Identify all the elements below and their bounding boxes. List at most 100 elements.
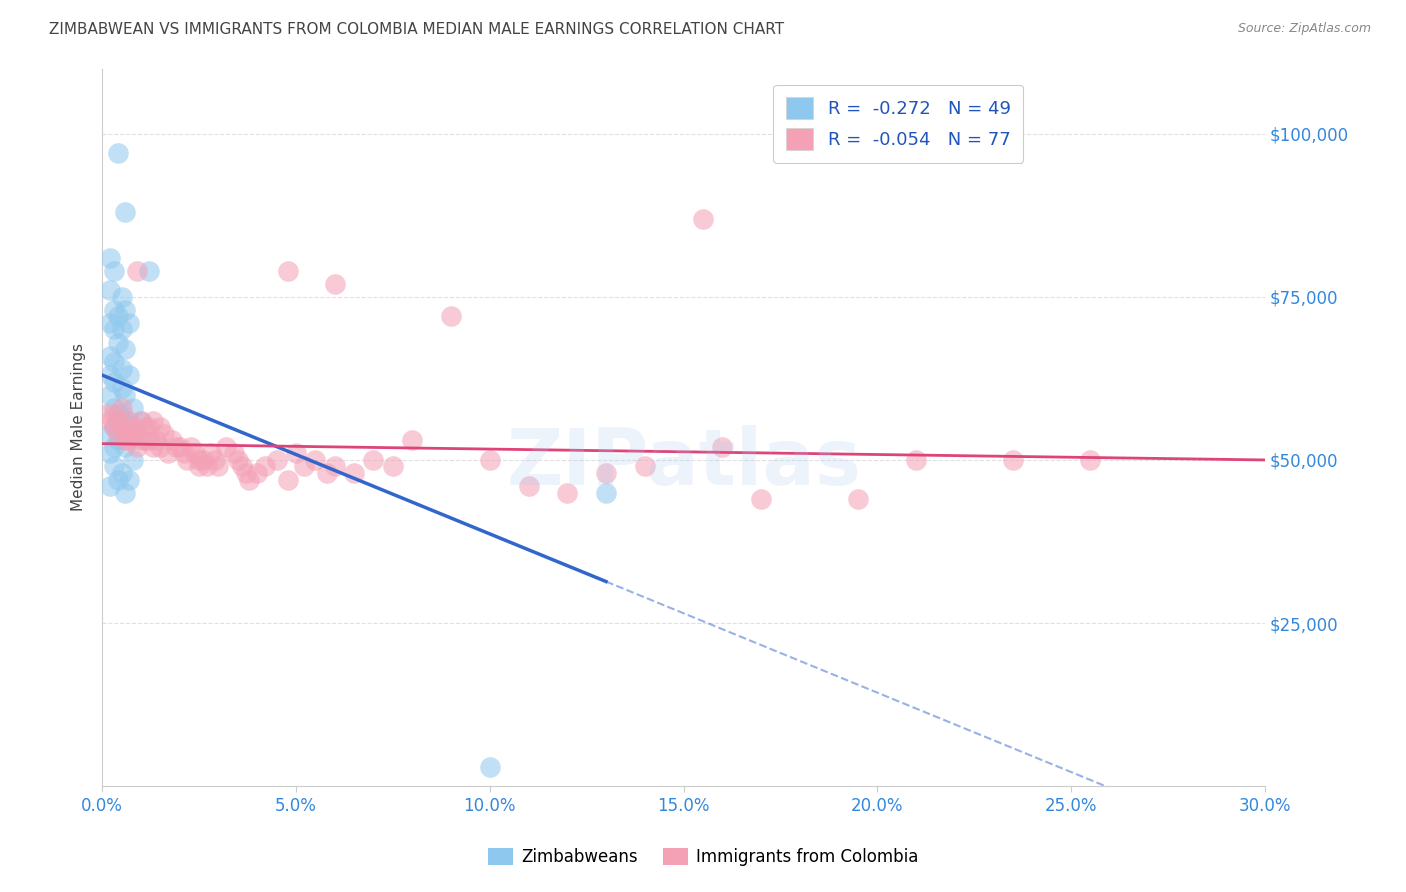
Point [114, 434, 136, 448]
Point [110, 361, 132, 376]
Point [149, 440, 172, 454]
Point [134, 420, 156, 434]
Point [103, 401, 125, 415]
Point [188, 459, 211, 474]
Point [235, 466, 257, 480]
Point [127, 440, 149, 454]
Point [478, 453, 501, 467]
Point [285, 446, 308, 460]
Point [98, 368, 121, 383]
Point [114, 414, 136, 428]
Point [323, 459, 346, 474]
Point [103, 322, 125, 336]
Point [114, 205, 136, 219]
Point [114, 302, 136, 317]
Point [110, 407, 132, 421]
Point [555, 485, 578, 500]
Point [304, 453, 326, 467]
Point [122, 420, 145, 434]
Point [200, 446, 222, 460]
Point [129, 414, 152, 428]
Point [253, 459, 276, 474]
Point [114, 440, 136, 454]
Point [440, 310, 463, 324]
Point [114, 485, 136, 500]
Point [1001, 453, 1024, 467]
Point [127, 264, 149, 278]
Point [103, 459, 125, 474]
Point [634, 459, 657, 474]
Point [110, 401, 132, 415]
Point [204, 453, 226, 467]
Point [363, 453, 385, 467]
Point [692, 211, 714, 226]
Point [176, 453, 198, 467]
Point [98, 349, 121, 363]
Point [323, 277, 346, 291]
Point [103, 440, 125, 454]
Point [118, 473, 141, 487]
Point [107, 146, 129, 161]
Point [114, 426, 136, 441]
Legend: Zimbabweans, Immigrants from Colombia: Zimbabweans, Immigrants from Colombia [481, 841, 925, 873]
Point [517, 479, 540, 493]
Point [401, 434, 423, 448]
Point [114, 342, 136, 356]
Point [157, 446, 180, 460]
Point [173, 446, 195, 460]
Point [138, 420, 160, 434]
Point [905, 453, 928, 467]
Point [118, 434, 141, 448]
Point [98, 251, 121, 265]
Point [127, 426, 149, 441]
Point [184, 446, 207, 460]
Point [138, 434, 160, 448]
Point [118, 368, 141, 383]
Point [478, 759, 501, 773]
Point [149, 420, 172, 434]
Point [110, 290, 132, 304]
Point [107, 310, 129, 324]
Text: Source: ZipAtlas.com: Source: ZipAtlas.com [1237, 22, 1371, 36]
Point [98, 283, 121, 297]
Point [103, 420, 125, 434]
Point [381, 459, 404, 474]
Point [277, 473, 299, 487]
Point [142, 440, 165, 454]
Point [114, 388, 136, 402]
Point [277, 264, 299, 278]
Point [122, 401, 145, 415]
Point [238, 473, 260, 487]
Point [215, 440, 238, 454]
Point [103, 264, 125, 278]
Point [134, 434, 156, 448]
Point [107, 407, 129, 421]
Point [266, 453, 288, 467]
Point [749, 492, 772, 507]
Point [180, 440, 202, 454]
Point [145, 434, 167, 448]
Point [103, 407, 125, 421]
Point [110, 466, 132, 480]
Point [103, 420, 125, 434]
Point [122, 453, 145, 467]
Point [160, 434, 183, 448]
Point [98, 426, 121, 441]
Point [118, 414, 141, 428]
Point [207, 459, 229, 474]
Legend: R =  -0.272   N = 49, R =  -0.054   N = 77: R = -0.272 N = 49, R = -0.054 N = 77 [773, 85, 1024, 163]
Point [110, 322, 132, 336]
Point [169, 440, 191, 454]
Point [711, 440, 734, 454]
Point [595, 485, 617, 500]
Point [153, 426, 176, 441]
Point [188, 453, 211, 467]
Point [107, 426, 129, 441]
Point [110, 381, 132, 395]
Point [129, 414, 152, 428]
Point [316, 466, 339, 480]
Text: ZIPatlas: ZIPatlas [506, 425, 860, 501]
Point [94, 407, 117, 421]
Point [110, 420, 132, 434]
Point [122, 426, 145, 441]
